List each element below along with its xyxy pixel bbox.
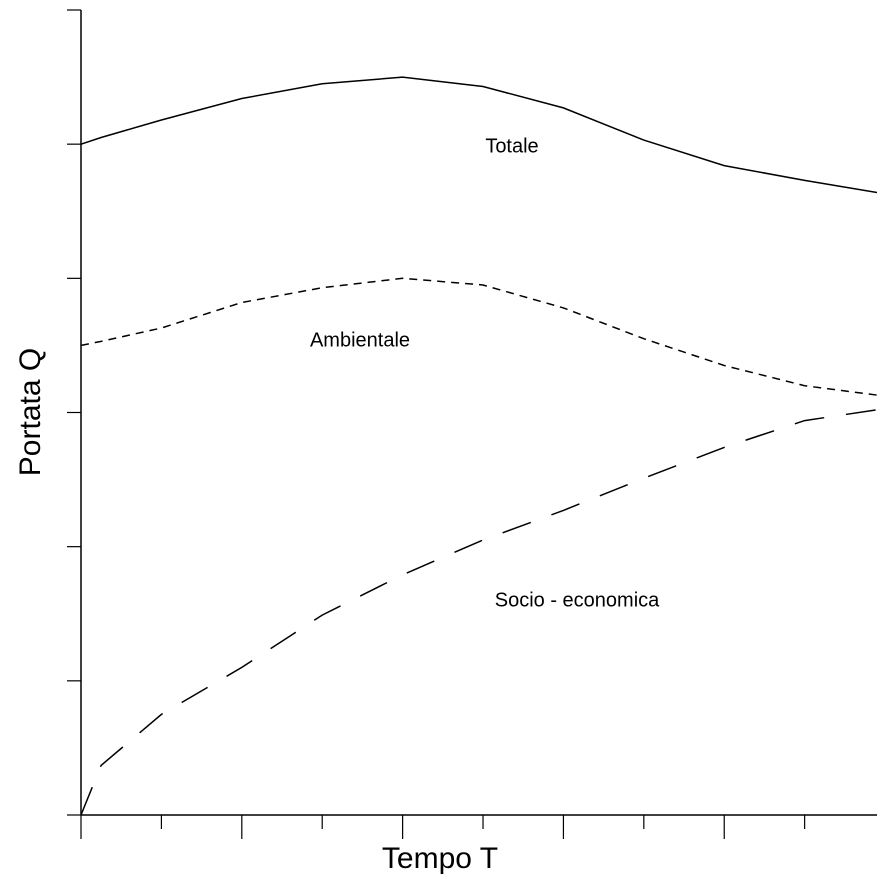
series-label: Socio - economica [495, 589, 660, 611]
x-axis-title: Tempo T [382, 842, 498, 875]
series-label: Ambientale [310, 329, 410, 351]
series-line [80, 409, 877, 816]
series-line [80, 277, 877, 396]
series-label: Totale [485, 135, 538, 157]
series-line [80, 76, 877, 194]
y-axis-title: Portata Q [14, 348, 47, 476]
